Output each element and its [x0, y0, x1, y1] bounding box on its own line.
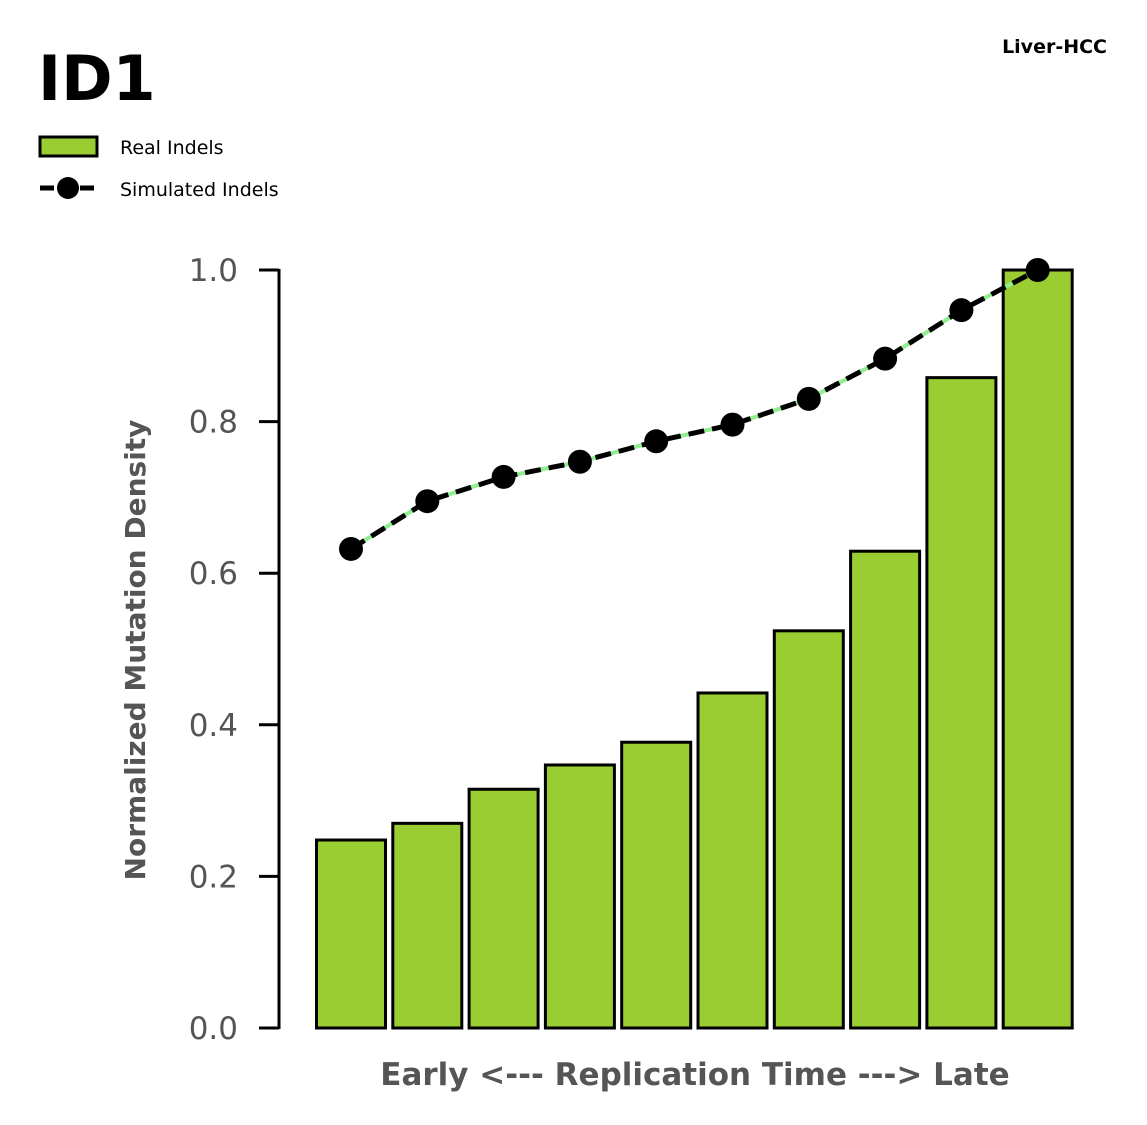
- simulated-point: [1025, 258, 1050, 282]
- legend-label-simulated: Simulated Indels: [120, 179, 279, 201]
- bar: [849, 549, 922, 1030]
- y-tick-label: 0.8: [189, 405, 238, 441]
- legend-bar-swatch: [38, 135, 99, 158]
- bar: [772, 629, 845, 1030]
- simulated-point: [949, 298, 974, 323]
- y-tick-label: 0.2: [189, 859, 238, 895]
- y-tick-label: 1.0: [189, 253, 238, 289]
- legend-marker: [57, 177, 79, 199]
- chart-title: ID1: [38, 42, 156, 115]
- bar: [543, 763, 616, 1030]
- simulated-point: [491, 464, 516, 489]
- y-tick-label: 0.6: [189, 556, 238, 592]
- simulated-line: [339, 258, 1050, 561]
- chart-subtitle: Liver-HCC: [1002, 36, 1107, 58]
- simulated-point: [644, 429, 669, 454]
- y-tick-label: 0.0: [189, 1011, 238, 1047]
- bar: [620, 740, 693, 1030]
- legend: Real Indels Simulated Indels: [38, 135, 279, 201]
- bar: [467, 787, 540, 1030]
- simulated-point: [415, 489, 440, 514]
- simulated-point: [796, 386, 821, 411]
- simulated-point: [567, 449, 592, 474]
- y-axis: 0.0 0.2 0.4 0.6 0.8 1.0: [189, 253, 281, 1047]
- y-tick-label: 0.4: [189, 708, 238, 744]
- simulated-point: [873, 346, 898, 371]
- x-axis-label: Early <--- Replication Time ---> Late: [380, 1057, 1009, 1093]
- bar: [1001, 268, 1074, 1030]
- y-axis-label: Normalized Mutation Density: [119, 420, 152, 881]
- simulated-dashed-line: [349, 267, 1039, 552]
- legend-label-real: Real Indels: [120, 137, 224, 159]
- bar: [925, 376, 998, 1030]
- bar: [315, 838, 387, 1030]
- bar: [696, 691, 769, 1030]
- bars: [315, 268, 1074, 1030]
- bar: [391, 821, 464, 1030]
- simulated-point: [339, 536, 363, 561]
- simulated-point: [720, 412, 745, 437]
